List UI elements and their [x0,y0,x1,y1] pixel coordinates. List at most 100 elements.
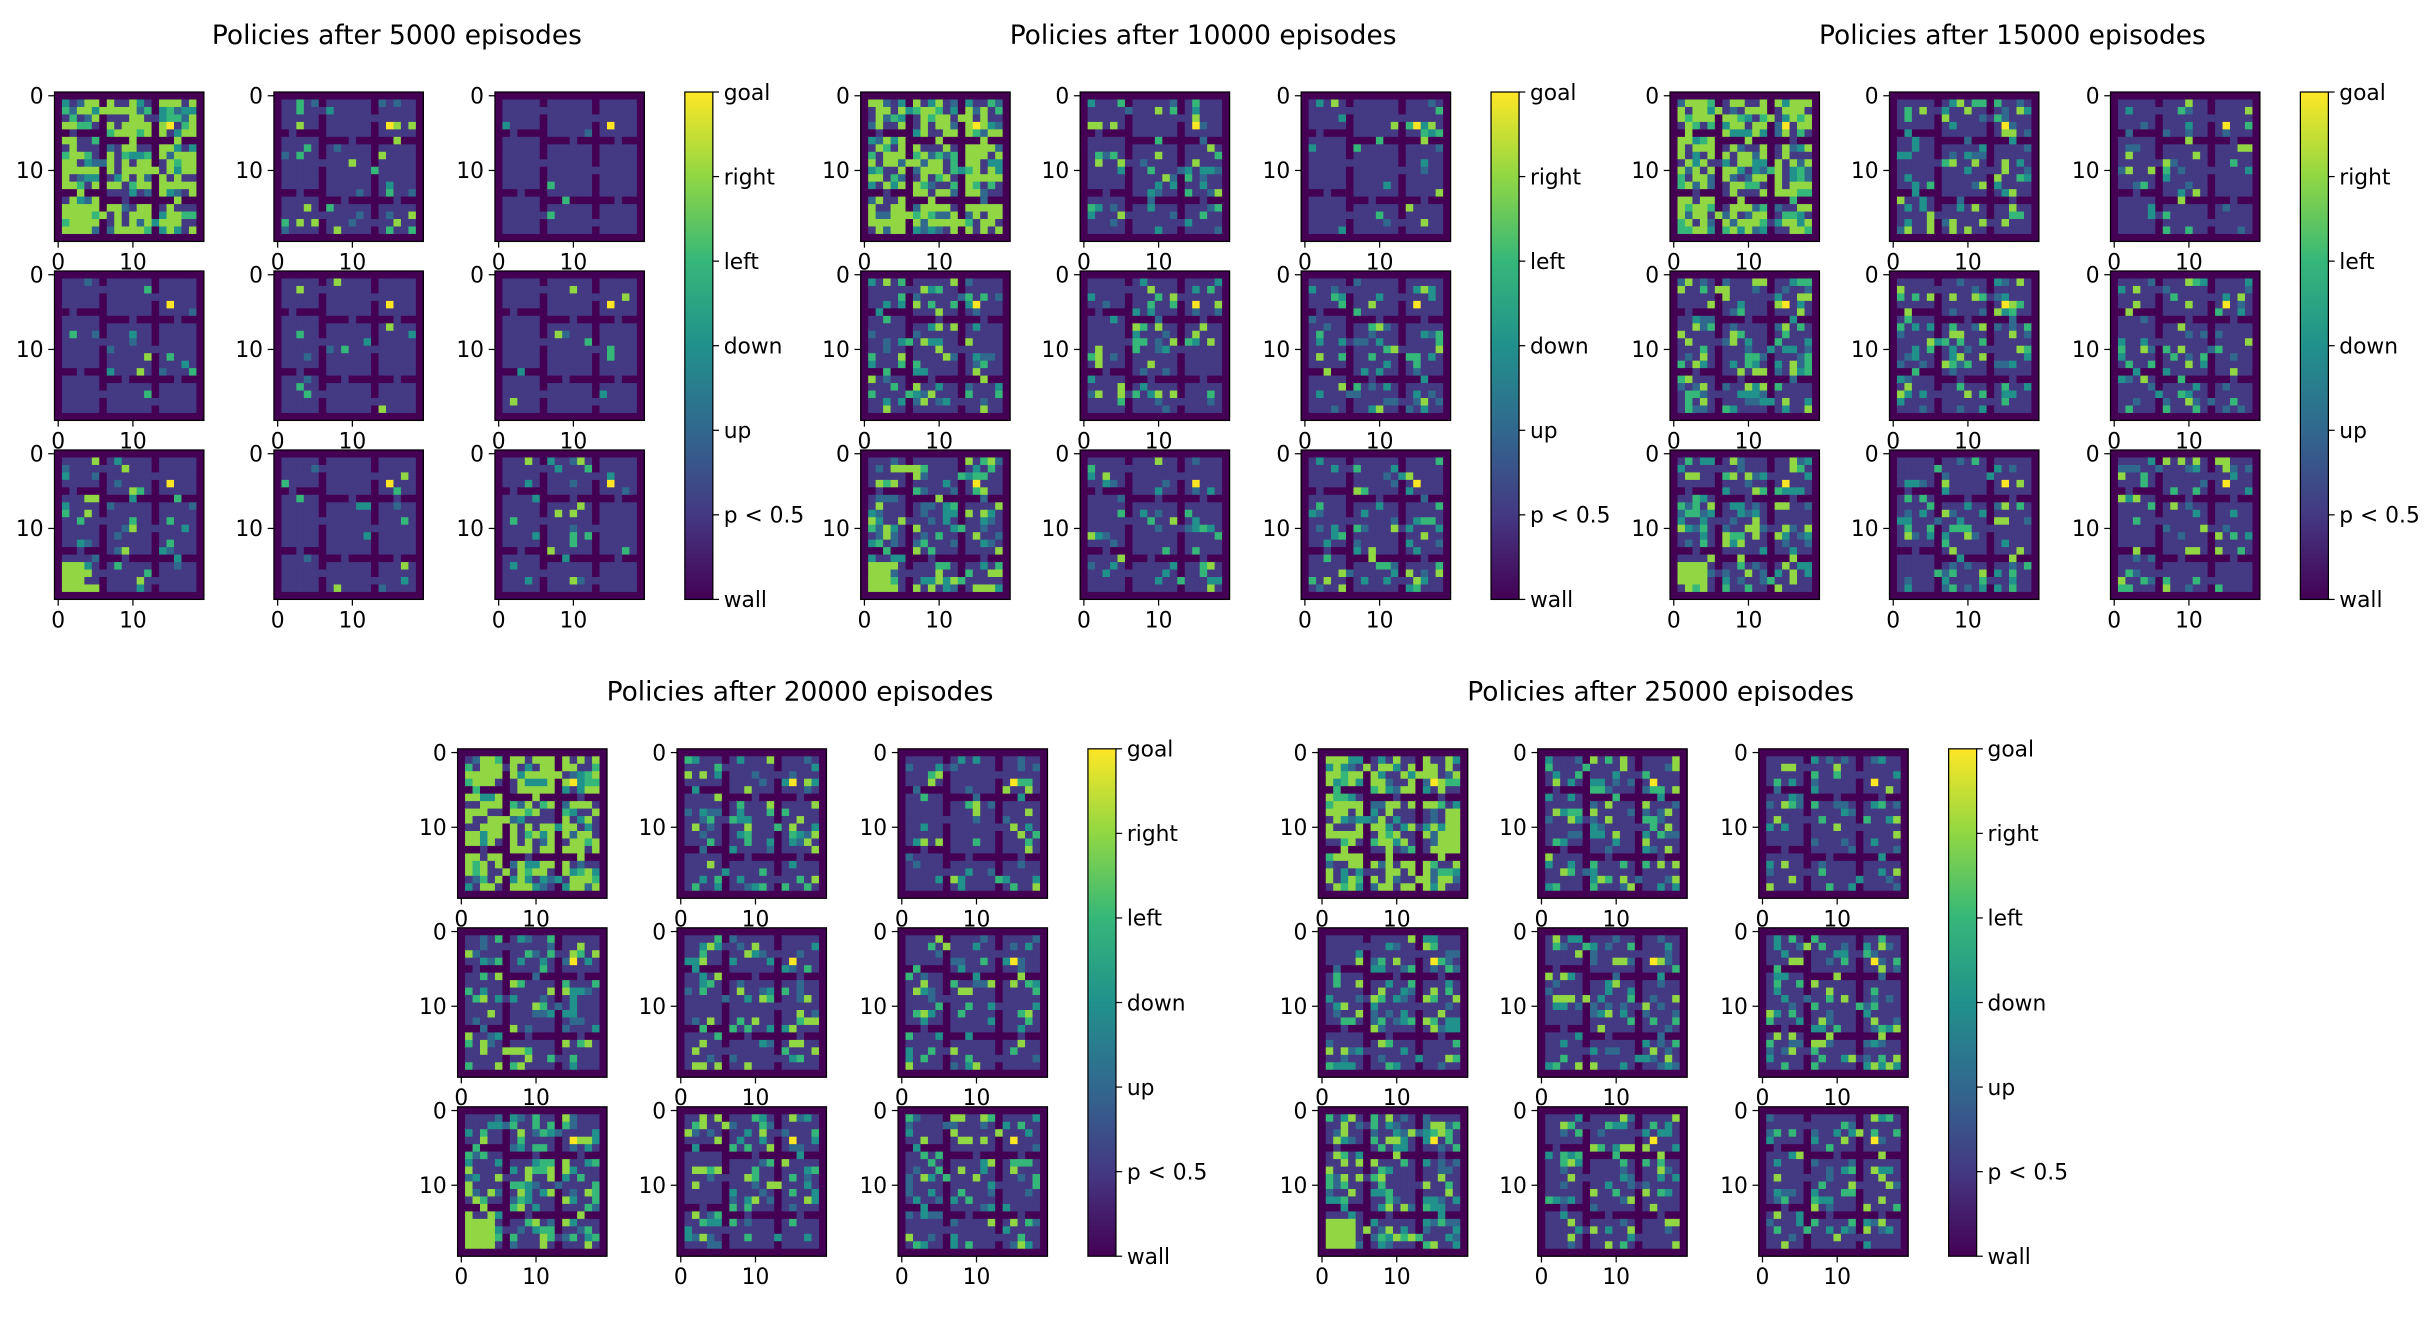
heatmap-cell [599,584,608,593]
heatmap-cell [629,375,638,384]
heatmap-cell [599,121,608,130]
heatmap-cell [1162,211,1171,220]
heatmap-cell [577,204,586,213]
heatmap-cell [1110,204,1118,213]
heatmap-cell [54,106,63,115]
heatmap-cell [69,479,78,488]
heatmap-cell [273,517,282,526]
heatmap-cell [61,338,70,347]
heatmap-cell [356,375,365,384]
heatmap-cell [1002,166,1011,175]
heatmap-cell [174,554,182,563]
heatmap-cell [562,547,571,556]
heatmap-cell [1316,204,1325,213]
heatmap-cell [303,390,312,399]
heatmap-cell [509,226,518,235]
heatmap-cell [912,196,921,205]
heatmap-cell [415,494,424,503]
heatmap-cell [166,449,175,458]
heatmap-cell [69,464,78,473]
heatmap-cell [84,539,93,548]
heatmap-cell [318,293,327,302]
heatmap-cell [1353,181,1362,190]
heatmap-cell [151,532,160,541]
heatmap-cell [532,591,541,600]
heatmap-cell [965,92,974,100]
heatmap-cell [607,300,615,309]
heatmap-cell [114,159,123,168]
heatmap-cell [569,315,578,324]
heatmap-cell [303,189,312,198]
heatmap-cell [1132,136,1141,145]
heatmap-cell [400,398,409,406]
heatmap-cell [1390,233,1399,242]
heatmap-cell [151,569,160,578]
heatmap-cell [1110,99,1118,108]
heatmap-cell [950,189,959,198]
heatmap-cell [883,121,892,130]
heatmap-cell [524,345,533,354]
heatmap-cell [927,136,936,145]
heatmap-cell [554,584,563,593]
heatmap-cell [614,211,623,220]
heatmap-cell [1154,144,1163,153]
subplot-frame [860,91,1011,243]
heatmap-cell [509,509,518,518]
heatmap-cell [927,99,936,108]
heatmap-cell [629,457,638,466]
heatmap-cell [584,285,593,294]
heatmap-cell [927,226,936,235]
heatmap-cell [524,189,533,198]
heatmap-cell [166,159,175,168]
heatmap-cell [980,114,989,123]
heatmap-cell [562,517,571,526]
heatmap-cell [166,464,175,473]
heatmap-cell [99,353,108,362]
heatmap-cell [920,278,929,287]
heatmap-cell [868,114,877,123]
heatmap-cell [196,323,205,332]
heatmap-cell [348,219,357,227]
heatmap-cell [76,196,85,205]
heatmap-cell [114,211,123,220]
heatmap-cell [181,166,190,175]
heatmap-cell [296,375,305,384]
heatmap-cell [636,353,645,362]
heatmap-cell [494,494,503,503]
heatmap-cell [281,151,290,160]
heatmap-cell [502,151,511,160]
heatmap-cell [341,99,350,108]
heatmap-cell [144,464,153,473]
heatmap-cell [629,181,638,190]
heatmap-cell [636,233,645,242]
heatmap-cell [114,166,123,175]
heatmap-cell [883,151,892,160]
heatmap-cell [129,278,138,287]
heatmap-cell [539,517,548,526]
heatmap-cell [196,353,205,362]
heatmap-cell [584,398,593,406]
heatmap-cell [1139,196,1148,205]
heatmap-cell [400,121,409,130]
heatmap-cell [99,509,108,518]
heatmap-cell [288,502,297,511]
heatmap-cell [1214,151,1223,160]
heatmap-cell [99,151,108,160]
heatmap-cell [415,174,424,183]
heatmap-cell [408,166,417,175]
heatmap-cell [636,114,645,123]
heatmap-cell [61,360,70,369]
heatmap-cell [114,114,123,123]
y-tick-label: 0 [470,443,484,468]
heatmap-cell [129,569,138,578]
heatmap-cell [1177,159,1186,168]
heatmap-cell [129,338,138,347]
heatmap-cell [860,219,869,227]
heatmap-cell [188,271,197,279]
heatmap-cell [363,338,372,347]
heatmap-cell [629,569,638,578]
heatmap-cell [61,405,70,414]
heatmap-cell [76,554,85,563]
heatmap-cell [592,308,600,317]
